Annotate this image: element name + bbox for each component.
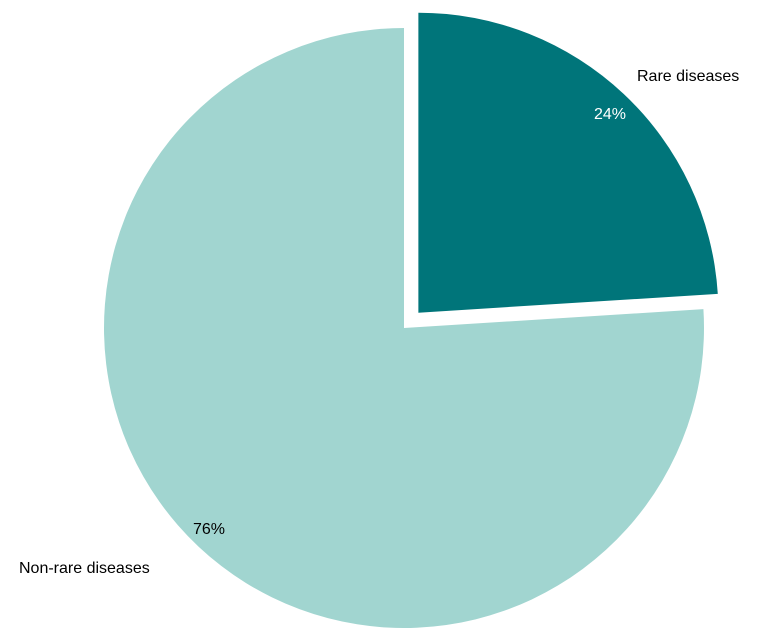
pie-slice-non-rare-diseases [103,28,704,628]
pie-slice-rare-diseases [418,12,718,313]
pie-category-label: Rare diseases [637,68,739,85]
pie-labels: 24% Rare diseases 76% Non-rare diseases [19,68,739,577]
pie-slices [103,12,718,628]
pie-value-label: 24% [594,106,626,123]
pie-category-label: Non-rare diseases [19,560,150,577]
pie-value-label: 76% [193,521,225,538]
